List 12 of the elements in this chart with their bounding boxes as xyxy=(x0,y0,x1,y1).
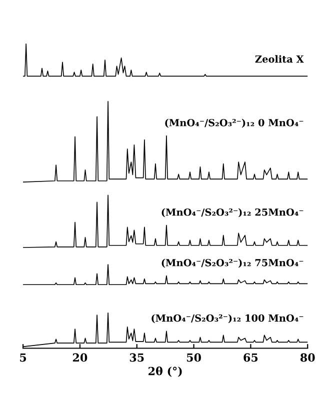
x-tick-label: 5 xyxy=(20,353,26,362)
series-label: (MnO₄⁻/S₂O₃²⁻)₁₂ 75MnO₄⁻ xyxy=(162,258,304,268)
x-tick-label: 35 xyxy=(130,353,144,362)
series-label: Zeolita X xyxy=(255,55,304,63)
x-axis-title: 2θ (°) xyxy=(148,366,182,377)
series-label: (MnO₄⁻/S₂O₃²⁻)₁₂ 25MnO₄⁻ xyxy=(162,208,304,218)
x-tick-label: 65 xyxy=(244,353,258,362)
x-tick-label: 80 xyxy=(300,353,315,362)
x-tick-label: 50 xyxy=(186,353,201,362)
x-tick-label: 20 xyxy=(72,353,88,362)
series-label: (MnO₄⁻/S₂O₃²⁻)₁₂ 100 MnO₄⁻ xyxy=(152,314,304,324)
series-label: (MnO₄⁻/S₂O₃²⁻)₁₂ 0 MnO₄⁻ xyxy=(165,118,304,128)
